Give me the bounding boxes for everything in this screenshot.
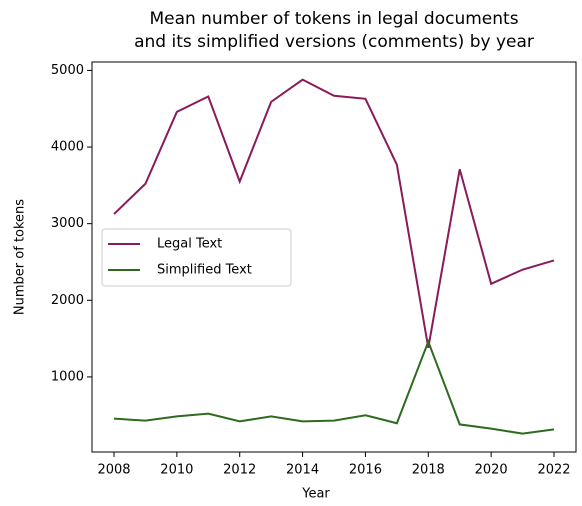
- x-tick-label: 2022: [537, 463, 570, 478]
- x-axis-label: Year: [301, 487, 330, 502]
- y-tick-label: 3000: [51, 216, 84, 231]
- legend-label: Legal Text: [157, 237, 222, 252]
- legend-box: [101, 228, 292, 287]
- x-tick-label: 2008: [97, 463, 130, 478]
- line-series: [113, 78, 555, 348]
- y-tick-label: 1000: [51, 369, 84, 384]
- y-tick-label: 4000: [51, 140, 84, 155]
- chart-title: Mean number of tokens in legal documents…: [134, 9, 534, 52]
- x-tick-label: 2016: [349, 463, 382, 478]
- y-tick-label: 2000: [51, 293, 84, 308]
- x-tick-label: 2020: [475, 463, 508, 478]
- y-tick-label: 5000: [51, 63, 84, 78]
- legend-label: Simplified Text: [157, 263, 252, 278]
- y-axis-label: Number of tokens: [13, 199, 28, 315]
- x-tick-label: 2010: [160, 463, 193, 478]
- x-tick-label: 2014: [286, 463, 319, 478]
- x-tick-label: 2012: [223, 463, 256, 478]
- plot-frame: [91, 61, 577, 453]
- line-series: [113, 338, 555, 435]
- x-tick-label: 2018: [412, 463, 445, 478]
